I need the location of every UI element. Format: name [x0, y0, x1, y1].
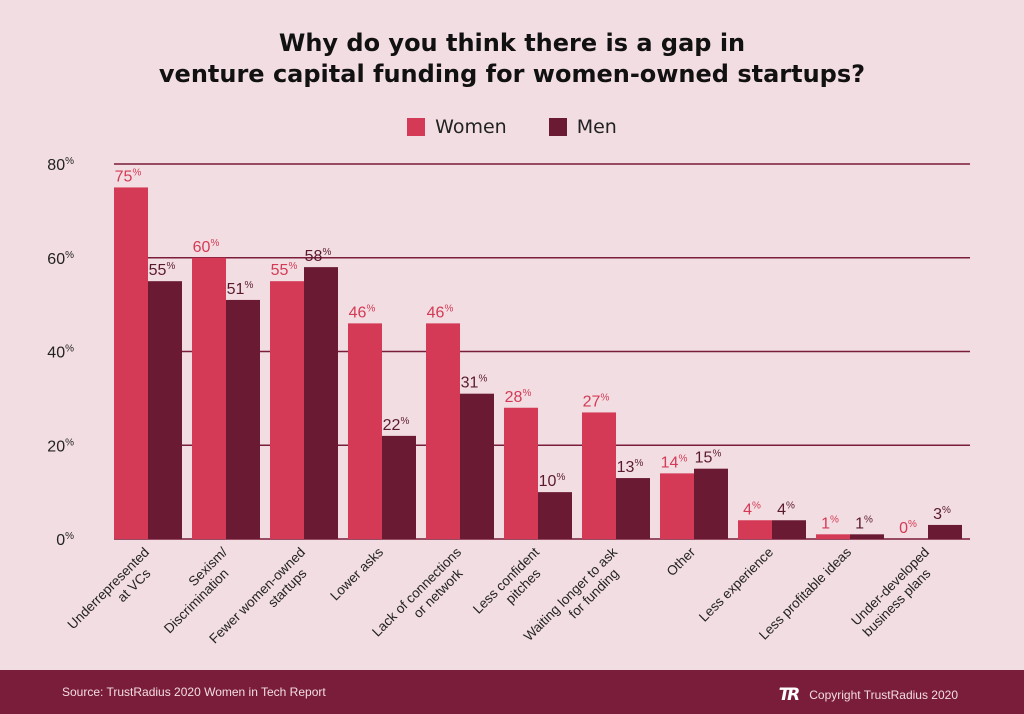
x-tick-label-3: Lower asks [327, 544, 386, 603]
bar-men-10 [928, 524, 962, 539]
trustradius-logo-icon: TR [778, 685, 801, 705]
data-label-men-9: 1% [855, 514, 873, 532]
data-label-women-6: 27% [583, 392, 610, 410]
bar-men-0 [148, 281, 182, 539]
data-label-men-6: 13% [617, 458, 644, 476]
bar-men-9 [850, 534, 884, 539]
data-label-men-3: 22% [383, 416, 410, 434]
x-tick-label-4: Lack of connectionsor network [369, 544, 475, 650]
data-label-men-0: 55% [149, 261, 176, 279]
data-label-women-10: 0% [899, 519, 917, 537]
bar-men-2 [304, 267, 338, 539]
bar-chart: 0% 20% 40% 60% 80% 75% 55% Underrepresentedat V… [47, 156, 970, 655]
x-tick-label-6: Waiting longer to askfor funding [521, 544, 632, 655]
data-label-women-4: 46% [427, 303, 454, 321]
legend-item-women: Women [407, 116, 507, 138]
data-label-women-1: 60% [193, 238, 220, 256]
data-label-women-9: 1% [821, 514, 839, 532]
x-tick-label-10: Under-developedbusiness plans [848, 545, 943, 640]
data-label-men-10: 3% [933, 505, 951, 523]
data-label-men-2: 58% [305, 247, 332, 265]
copyright-text: Copyright TrustRadius 2020 [809, 688, 958, 702]
data-label-women-5: 28% [505, 388, 532, 406]
bar-men-6 [616, 478, 650, 539]
bar-women-5 [504, 407, 538, 539]
legend-item-men: Men [548, 116, 617, 138]
data-label-men-5: 10% [539, 472, 566, 490]
bar-men-3 [382, 435, 416, 539]
data-label-men-4: 31% [461, 374, 488, 392]
source-note: Source: TrustRadius 2020 Women in Tech R… [62, 685, 326, 699]
legend-swatch-men [548, 118, 567, 136]
data-label-women-3: 46% [349, 303, 376, 321]
data-label-men-1: 51% [227, 280, 254, 298]
data-label-men-8: 4% [777, 500, 795, 518]
bar-women-7 [660, 473, 694, 539]
bar-women-6 [582, 412, 616, 539]
bar-men-8 [772, 520, 806, 539]
copyright: TR Copyright TrustRadius 2020 [779, 685, 958, 705]
bar-women-3 [348, 323, 382, 539]
legend-label-women: Women [435, 116, 507, 138]
data-label-women-2: 55% [271, 261, 298, 279]
bar-women-4 [426, 323, 460, 539]
x-tick-label-0: Underrepresentedat VCs [65, 545, 164, 644]
chart-title: Why do you think there is a gap in ventu… [0, 28, 1024, 90]
chart-title-line-2: venture capital funding for women-owned … [158, 60, 866, 88]
x-tick-label-8: Less experience [696, 545, 776, 625]
bar-men-7 [694, 468, 728, 539]
data-label-men-7: 15% [695, 449, 722, 467]
bar-women-0 [114, 187, 148, 539]
bar-men-5 [538, 492, 572, 539]
bar-women-2 [270, 281, 304, 539]
y-tick-label-20: 20% [47, 437, 74, 455]
data-label-women-7: 14% [661, 453, 688, 471]
bar-women-1 [192, 257, 226, 539]
legend: Women Men [0, 116, 1024, 138]
x-tick-label-7: Other [664, 544, 699, 579]
data-label-women-0: 75% [115, 167, 142, 185]
bar-women-9 [816, 534, 850, 539]
footer: Source: TrustRadius 2020 Women in Tech R… [0, 670, 1024, 714]
bar-men-4 [460, 393, 494, 539]
legend-swatch-women [407, 118, 426, 136]
bar-women-8 [738, 520, 772, 539]
y-tick-label-40: 40% [47, 344, 74, 362]
y-tick-label-0: 0% [56, 531, 74, 549]
legend-label-men: Men [576, 116, 617, 138]
chart-title-line-1: Why do you think there is a gap in [278, 29, 746, 57]
y-tick-label-80: 80% [47, 156, 74, 174]
y-tick-label-60: 60% [47, 250, 74, 268]
data-label-women-8: 4% [743, 500, 761, 518]
bar-men-1 [226, 299, 260, 539]
